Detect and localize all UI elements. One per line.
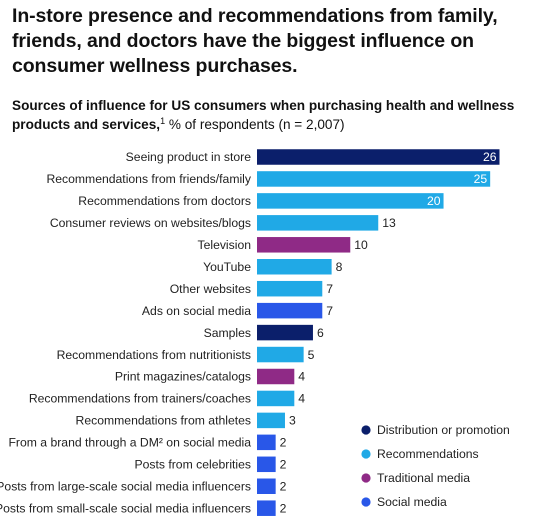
category-label: Recommendations from friends/family bbox=[46, 172, 251, 186]
value-label: 4 bbox=[298, 392, 305, 406]
category-label: Recommendations from trainers/coaches bbox=[29, 392, 251, 406]
legend-marker bbox=[361, 449, 371, 459]
legend-label: Social media bbox=[377, 495, 447, 509]
category-label: Other websites bbox=[170, 282, 251, 296]
bar bbox=[257, 149, 500, 165]
bar bbox=[257, 302, 323, 319]
bar bbox=[257, 215, 379, 231]
bar bbox=[257, 171, 491, 187]
bar bbox=[257, 500, 276, 516]
chart-title: In-store presence and recommendations fr… bbox=[12, 5, 498, 77]
legend-label: Traditional media bbox=[377, 471, 470, 485]
subtitle-bold: Sources of influence for US consumers wh… bbox=[12, 98, 515, 132]
value-label: 4 bbox=[298, 370, 305, 384]
value-label: 10 bbox=[354, 238, 368, 252]
category-label: Television bbox=[197, 238, 251, 252]
value-label: 7 bbox=[326, 282, 333, 296]
legend-label: Distribution or promotion bbox=[377, 423, 510, 437]
legend-marker bbox=[361, 425, 371, 435]
bar bbox=[257, 259, 332, 275]
subtitle-rest: % of respondents (n = 2,007) bbox=[165, 117, 345, 132]
bar bbox=[257, 346, 304, 363]
category-label: Print magazines/catalogs bbox=[115, 370, 251, 384]
legend-marker bbox=[361, 497, 371, 507]
bar bbox=[257, 193, 444, 209]
category-label: Consumer reviews on websites/blogs bbox=[50, 216, 251, 230]
category-label: Posts from large-scale social media infl… bbox=[0, 479, 251, 493]
category-label: YouTube bbox=[203, 260, 251, 274]
bar bbox=[257, 478, 276, 494]
value-label: 2 bbox=[280, 436, 287, 450]
value-label: 5 bbox=[308, 348, 315, 362]
category-label: Recommendations from athletes bbox=[76, 414, 251, 428]
bar bbox=[257, 324, 313, 341]
value-label: 2 bbox=[280, 501, 287, 515]
category-label: Posts from celebrities bbox=[135, 458, 252, 472]
category-label: Posts from small-scale social media infl… bbox=[0, 501, 251, 515]
legend-marker bbox=[361, 473, 371, 483]
value-label: 3 bbox=[289, 414, 296, 428]
value-label: 7 bbox=[326, 304, 333, 318]
bar bbox=[257, 390, 295, 407]
bar bbox=[257, 237, 351, 253]
bar bbox=[257, 280, 323, 297]
value-label: 2 bbox=[280, 458, 287, 472]
value-label: 25 bbox=[474, 172, 488, 186]
value-label: 26 bbox=[483, 150, 497, 164]
category-label: From a brand through a DM² on social med… bbox=[8, 436, 251, 450]
category-label: Seeing product in store bbox=[126, 150, 252, 164]
category-label: Recommendations from nutritionists bbox=[57, 348, 251, 362]
value-label: 6 bbox=[317, 326, 324, 340]
value-label: 8 bbox=[336, 260, 343, 274]
value-label: 2 bbox=[280, 479, 287, 493]
legend-label: Recommendations bbox=[377, 447, 479, 461]
bar bbox=[257, 434, 276, 451]
chart-subtitle: Sources of influence for US consumers wh… bbox=[12, 96, 522, 134]
bar bbox=[257, 412, 285, 429]
bar bbox=[257, 456, 276, 473]
category-label: Ads on social media bbox=[142, 304, 251, 318]
value-label: 13 bbox=[382, 216, 396, 230]
value-label: 20 bbox=[427, 194, 441, 208]
subtitle-footnote: 1 bbox=[160, 116, 166, 126]
category-label: Samples bbox=[204, 326, 251, 340]
bar bbox=[257, 368, 295, 385]
category-label: Recommendations from doctors bbox=[78, 194, 251, 208]
